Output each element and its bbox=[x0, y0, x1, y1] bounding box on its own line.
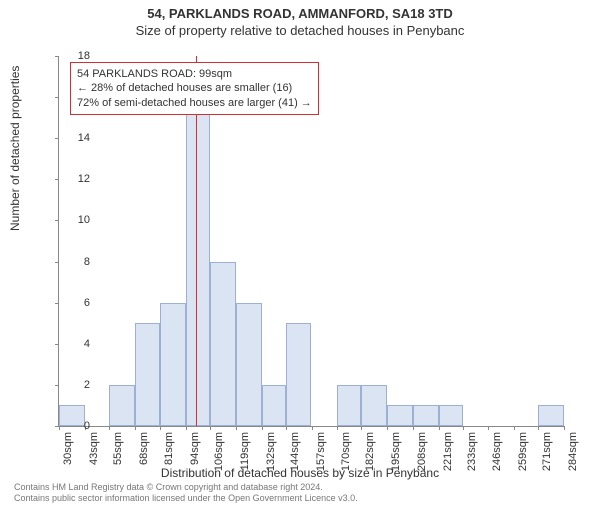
histogram-bar bbox=[109, 385, 135, 426]
y-tick-mark bbox=[55, 385, 59, 386]
page-subtitle: Size of property relative to detached ho… bbox=[0, 23, 600, 38]
x-tick-mark bbox=[135, 426, 136, 430]
y-tick-mark bbox=[55, 138, 59, 139]
x-tick-label: 157sqm bbox=[315, 432, 327, 471]
y-tick-label: 18 bbox=[78, 50, 90, 62]
x-tick-label: 259sqm bbox=[517, 432, 529, 471]
x-tick-label: 182sqm bbox=[364, 432, 376, 471]
x-tick-mark bbox=[109, 426, 110, 430]
histogram-bar bbox=[160, 303, 186, 426]
x-tick-mark bbox=[210, 426, 211, 430]
x-tick-label: 30sqm bbox=[62, 432, 74, 465]
x-tick-mark bbox=[186, 426, 187, 430]
x-tick-label: 81sqm bbox=[163, 432, 175, 465]
histogram-bar bbox=[538, 405, 564, 426]
page-title: 54, PARKLANDS ROAD, AMMANFORD, SA18 3TD bbox=[0, 6, 600, 21]
histogram-bar bbox=[439, 405, 463, 426]
x-tick-label: 208sqm bbox=[416, 432, 428, 471]
y-tick-mark bbox=[55, 303, 59, 304]
x-tick-label: 43sqm bbox=[88, 432, 100, 465]
x-tick-mark bbox=[538, 426, 539, 430]
y-tick-label: 0 bbox=[84, 420, 90, 432]
histogram-bar bbox=[210, 262, 236, 426]
y-tick-mark bbox=[55, 179, 59, 180]
histogram-bar bbox=[236, 303, 262, 426]
histogram-bar bbox=[186, 97, 210, 426]
x-tick-label: 132sqm bbox=[265, 432, 277, 471]
x-tick-label: 170sqm bbox=[340, 432, 352, 471]
histogram-bar bbox=[361, 385, 387, 426]
x-tick-mark bbox=[463, 426, 464, 430]
x-tick-label: 195sqm bbox=[390, 432, 402, 471]
y-tick-mark bbox=[55, 56, 59, 57]
histogram-bar bbox=[337, 385, 361, 426]
x-tick-label: 233sqm bbox=[466, 432, 478, 471]
y-tick-label: 12 bbox=[78, 173, 90, 185]
x-tick-label: 221sqm bbox=[442, 432, 454, 471]
x-tick-mark bbox=[236, 426, 237, 430]
x-tick-mark bbox=[514, 426, 515, 430]
x-tick-mark bbox=[262, 426, 263, 430]
x-tick-mark bbox=[59, 426, 60, 430]
x-tick-label: 144sqm bbox=[289, 432, 301, 471]
y-tick-mark bbox=[55, 344, 59, 345]
x-tick-mark bbox=[160, 426, 161, 430]
x-tick-label: 246sqm bbox=[491, 432, 503, 471]
x-tick-mark bbox=[361, 426, 362, 430]
y-tick-mark bbox=[55, 97, 59, 98]
y-tick-label: 8 bbox=[84, 256, 90, 268]
histogram-bar bbox=[286, 323, 312, 426]
infobox-line: 54 PARKLANDS ROAD: 99sqm bbox=[77, 67, 312, 81]
x-tick-mark bbox=[312, 426, 313, 430]
y-tick-label: 14 bbox=[78, 132, 90, 144]
y-tick-label: 2 bbox=[84, 379, 90, 391]
x-tick-mark bbox=[337, 426, 338, 430]
y-axis-label: Number of detached properties bbox=[8, 66, 22, 231]
x-tick-label: 106sqm bbox=[213, 432, 225, 471]
footer-line2: Contains public sector information licen… bbox=[14, 493, 358, 504]
histogram-bar bbox=[135, 323, 161, 426]
y-tick-mark bbox=[55, 220, 59, 221]
x-tick-label: 68sqm bbox=[138, 432, 150, 465]
x-tick-label: 94sqm bbox=[189, 432, 201, 465]
y-tick-label: 10 bbox=[78, 214, 90, 226]
x-tick-label: 284sqm bbox=[567, 432, 579, 471]
x-tick-label: 271sqm bbox=[541, 432, 553, 471]
footer-attribution: Contains HM Land Registry data © Crown c… bbox=[14, 482, 358, 504]
x-tick-mark bbox=[286, 426, 287, 430]
infobox-line: ← 28% of detached houses are smaller (16… bbox=[77, 81, 312, 95]
y-tick-label: 4 bbox=[84, 338, 90, 350]
footer-line1: Contains HM Land Registry data © Crown c… bbox=[14, 482, 358, 493]
histogram-bar bbox=[59, 405, 85, 426]
histogram-bar bbox=[262, 385, 286, 426]
x-tick-mark bbox=[387, 426, 388, 430]
x-tick-label: 119sqm bbox=[239, 432, 251, 470]
x-tick-mark bbox=[413, 426, 414, 430]
y-tick-label: 6 bbox=[84, 297, 90, 309]
reference-infobox: 54 PARKLANDS ROAD: 99sqm← 28% of detache… bbox=[70, 62, 319, 115]
histogram-bar bbox=[413, 405, 439, 426]
x-tick-mark bbox=[439, 426, 440, 430]
y-tick-mark bbox=[55, 262, 59, 263]
x-tick-label: 55sqm bbox=[112, 432, 124, 465]
infobox-line: 72% of semi-detached houses are larger (… bbox=[77, 96, 312, 110]
x-tick-mark bbox=[488, 426, 489, 430]
histogram-bar bbox=[387, 405, 413, 426]
x-tick-mark bbox=[564, 426, 565, 430]
